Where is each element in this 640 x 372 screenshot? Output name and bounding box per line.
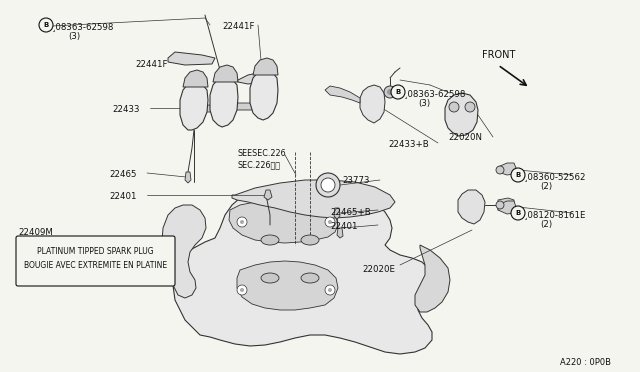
- Circle shape: [496, 201, 504, 209]
- Polygon shape: [325, 86, 360, 103]
- Polygon shape: [498, 201, 516, 214]
- Text: 22409M: 22409M: [18, 228, 53, 237]
- Text: B: B: [515, 172, 520, 178]
- Ellipse shape: [261, 273, 279, 283]
- Circle shape: [240, 220, 244, 224]
- Circle shape: [387, 89, 393, 95]
- Polygon shape: [360, 85, 385, 123]
- Text: B: B: [44, 22, 49, 28]
- Polygon shape: [238, 72, 272, 84]
- Text: ¸08363-62598: ¸08363-62598: [404, 89, 467, 98]
- Text: (2): (2): [540, 182, 552, 191]
- Text: (3): (3): [418, 99, 430, 108]
- Polygon shape: [445, 93, 478, 136]
- Text: ¸08120-8161E: ¸08120-8161E: [524, 210, 586, 219]
- Polygon shape: [458, 190, 485, 224]
- Polygon shape: [229, 200, 338, 243]
- Text: 22401: 22401: [109, 192, 136, 201]
- FancyBboxPatch shape: [16, 236, 175, 286]
- Text: SEC.226参照: SEC.226参照: [238, 160, 281, 169]
- Text: B: B: [396, 89, 401, 95]
- Text: 22020E: 22020E: [362, 265, 395, 274]
- Polygon shape: [232, 180, 395, 218]
- Polygon shape: [168, 52, 215, 65]
- Polygon shape: [162, 205, 206, 298]
- Circle shape: [391, 85, 405, 99]
- Ellipse shape: [261, 235, 279, 245]
- Circle shape: [511, 206, 525, 220]
- Polygon shape: [237, 261, 338, 310]
- Text: 22433+B: 22433+B: [388, 140, 429, 149]
- Text: (3): (3): [68, 32, 80, 41]
- Text: ¸08363-62598: ¸08363-62598: [52, 22, 115, 31]
- Polygon shape: [210, 77, 238, 127]
- Ellipse shape: [301, 273, 319, 283]
- Ellipse shape: [301, 235, 319, 245]
- Circle shape: [496, 166, 504, 174]
- Text: A220 : 0P0B: A220 : 0P0B: [560, 358, 611, 367]
- Text: 22441F: 22441F: [222, 22, 255, 31]
- Text: ¸08360-52562: ¸08360-52562: [524, 172, 586, 181]
- Text: BOUGIE AVEC EXTREMITE EN PLATINE: BOUGIE AVEC EXTREMITE EN PLATINE: [24, 262, 167, 270]
- Polygon shape: [337, 228, 343, 238]
- Polygon shape: [183, 103, 265, 112]
- Polygon shape: [253, 58, 278, 75]
- Polygon shape: [415, 245, 450, 312]
- Polygon shape: [498, 163, 516, 175]
- Polygon shape: [172, 195, 432, 354]
- Circle shape: [325, 285, 335, 295]
- Text: SEESEC.226: SEESEC.226: [238, 149, 287, 158]
- Polygon shape: [180, 82, 208, 130]
- Text: 22433: 22433: [112, 105, 140, 114]
- Circle shape: [384, 86, 396, 98]
- Text: 22401: 22401: [330, 222, 358, 231]
- Circle shape: [511, 168, 525, 182]
- Text: PLATINUM TIPPED SPARK PLUG: PLATINUM TIPPED SPARK PLUG: [37, 247, 154, 257]
- Circle shape: [328, 288, 332, 292]
- Polygon shape: [264, 190, 272, 200]
- Polygon shape: [183, 70, 208, 87]
- Circle shape: [237, 285, 247, 295]
- Polygon shape: [213, 65, 238, 82]
- Text: FRONT: FRONT: [482, 50, 515, 60]
- Text: (2): (2): [540, 220, 552, 229]
- Circle shape: [237, 217, 247, 227]
- Circle shape: [325, 217, 335, 227]
- Polygon shape: [250, 70, 278, 120]
- Text: 22465: 22465: [109, 170, 136, 179]
- Polygon shape: [498, 198, 514, 212]
- Text: B: B: [515, 210, 520, 216]
- Text: 22441F: 22441F: [135, 60, 168, 69]
- Circle shape: [321, 178, 335, 192]
- Circle shape: [465, 102, 475, 112]
- Text: 23773: 23773: [342, 176, 369, 185]
- Circle shape: [316, 173, 340, 197]
- Circle shape: [39, 18, 53, 32]
- Circle shape: [328, 220, 332, 224]
- Polygon shape: [334, 208, 340, 219]
- Circle shape: [240, 288, 244, 292]
- Polygon shape: [185, 172, 191, 183]
- Text: 22020N: 22020N: [448, 133, 482, 142]
- Text: 22465+B: 22465+B: [330, 208, 371, 217]
- Circle shape: [449, 102, 459, 112]
